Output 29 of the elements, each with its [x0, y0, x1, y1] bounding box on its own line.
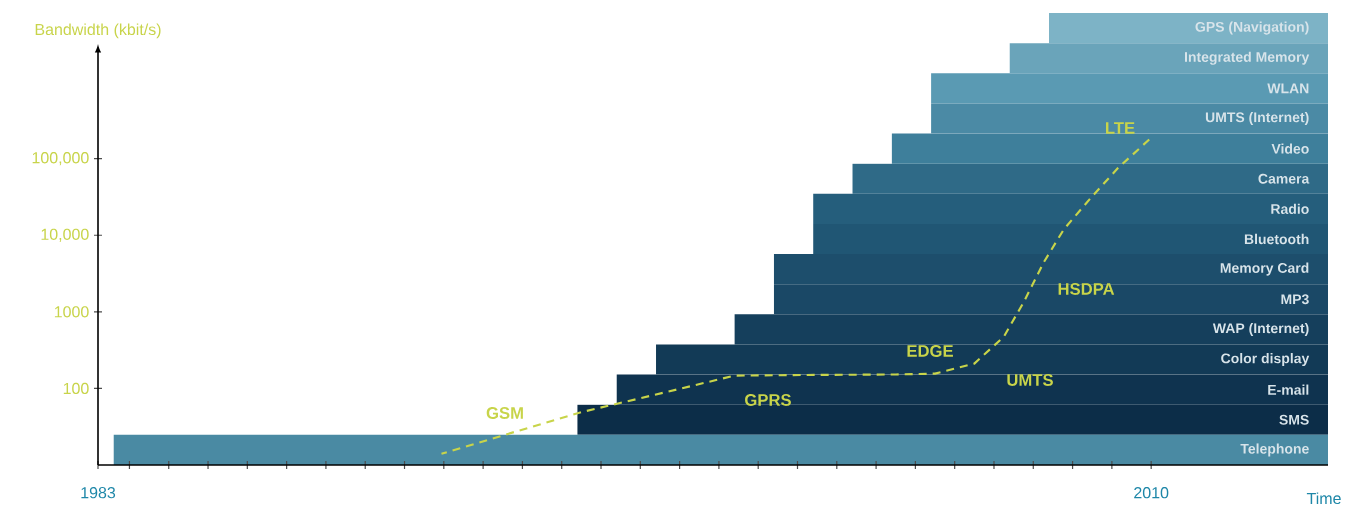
annotation: UMTS: [1007, 374, 1053, 386]
annotation: EDGE: [907, 345, 953, 357]
y-tick-label: E-mail: [1268, 384, 1309, 395]
y-tick-label: WAP (Internet): [1212, 322, 1309, 336]
y-tick-label: SMS: [1279, 414, 1309, 425]
y-tick-label: UMTS (Internet): [1205, 111, 1309, 125]
x-tick-label: 1983: [81, 487, 116, 499]
y-tick-label: Radio: [1271, 203, 1309, 215]
x-axis-title: Time: [1306, 492, 1341, 505]
annotation: GPRS: [745, 394, 791, 406]
y-tick-label: Memory Card: [1220, 262, 1309, 276]
y-tick-label: MP3: [1281, 294, 1309, 305]
y-tick-label: Camera: [1258, 173, 1310, 184]
y-tick-label: Video: [1271, 143, 1309, 154]
x-tick-label: 2010: [1134, 487, 1169, 499]
y-tick-label: Color display: [1221, 353, 1310, 367]
y-tick-label: 10,000: [41, 228, 89, 242]
y-tick-label: WLAN: [1267, 83, 1309, 94]
y-axis-title: Bandwidth (kbit/s): [35, 23, 161, 39]
y-tick-label: Telephone: [1240, 443, 1309, 457]
y-tick-label: Bluetooth: [1244, 233, 1309, 245]
y-tick-label: Integrated Memory: [1184, 51, 1310, 65]
y-tick-label: 100,000: [32, 152, 89, 166]
annotation: HSDPA: [1058, 283, 1115, 295]
annotation: LTE: [1106, 122, 1135, 134]
y-tick-label: 100: [63, 382, 89, 395]
y-tick-label: GPS (Navigation): [1195, 21, 1309, 35]
annotation: GSM: [486, 407, 523, 419]
y-tick-label: 1000: [54, 306, 89, 318]
